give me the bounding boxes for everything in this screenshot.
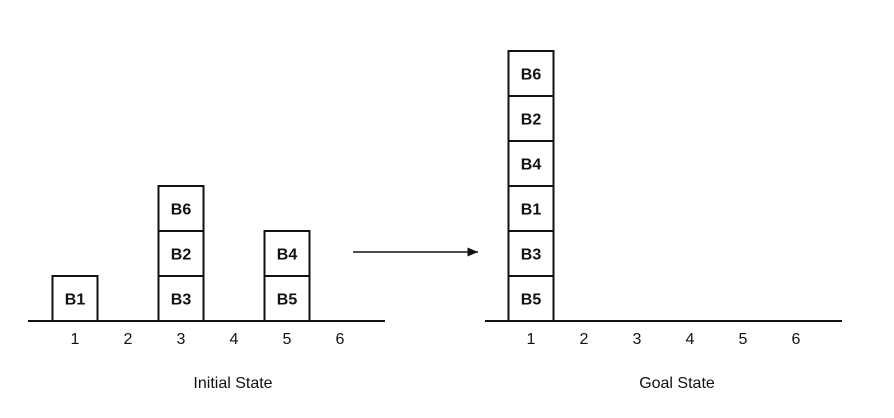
goal-slot-labels: 1 2 3 4 5 6 — [527, 331, 801, 348]
initial-block-box — [263, 275, 311, 322]
initial-state-panel: B1 B3 B2 B6 B5 B4 1 2 3 4 5 6 Initial State — [28, 185, 385, 392]
goal-block-label: B6 — [521, 67, 542, 84]
goal-block-label: B4 — [521, 157, 542, 174]
goal-block-b5: B5 — [507, 275, 555, 322]
initial-block-box — [51, 275, 99, 322]
goal-block-label: B1 — [521, 202, 542, 219]
goal-block-stacks: B5 B3 B1 B4 B2 B6 — [507, 50, 555, 322]
goal-slot-label-4: 4 — [686, 331, 695, 348]
goal-slot-label-5: 5 — [739, 331, 748, 348]
initial-slot-labels: 1 2 3 4 5 6 — [71, 331, 345, 348]
goal-block-label: B3 — [521, 247, 542, 264]
initial-block-stacks: B1 B3 B2 B6 B5 B4 — [51, 185, 311, 322]
initial-block-b2: B2 — [157, 230, 205, 277]
initial-block-label: B5 — [277, 292, 298, 309]
initial-block-b1: B1 — [51, 275, 99, 322]
goal-slot-label-2: 2 — [580, 331, 589, 348]
goal-slot-label-6: 6 — [792, 331, 801, 348]
initial-slot-label-5: 5 — [283, 331, 292, 348]
initial-block-b4: B4 — [263, 230, 311, 277]
initial-block-label: B2 — [171, 247, 192, 264]
goal-block-box — [507, 185, 555, 232]
initial-block-b5: B5 — [263, 275, 311, 322]
goal-state-caption: Goal State — [639, 375, 715, 392]
goal-block-label: B5 — [521, 292, 542, 309]
initial-slot-label-6: 6 — [336, 331, 345, 348]
goal-slot-label-1: 1 — [527, 331, 536, 348]
goal-block-box — [507, 275, 555, 322]
initial-block-box — [263, 230, 311, 277]
initial-block-box — [157, 275, 205, 322]
initial-block-label: B1 — [65, 292, 86, 309]
initial-block-label: B3 — [171, 292, 192, 309]
goal-block-b6: B6 — [507, 50, 555, 97]
initial-block-b3: B3 — [157, 275, 205, 322]
initial-block-box — [157, 185, 205, 232]
goal-block-box — [507, 95, 555, 142]
goal-block-label: B2 — [521, 112, 542, 129]
initial-block-label: B6 — [171, 202, 192, 219]
goal-block-b2: B2 — [507, 95, 555, 142]
initial-block-b6: B6 — [157, 185, 205, 232]
goal-state-panel: B5 B3 B1 B4 B2 B6 1 2 3 4 5 6 Goal State — [485, 50, 842, 392]
initial-state-caption: Initial State — [193, 375, 272, 392]
goal-block-b4: B4 — [507, 140, 555, 187]
initial-slot-label-4: 4 — [230, 331, 239, 348]
initial-slot-label-3: 3 — [177, 331, 186, 348]
goal-block-box — [507, 50, 555, 97]
initial-slot-label-1: 1 — [71, 331, 80, 348]
goal-block-b3: B3 — [507, 230, 555, 277]
initial-slot-label-2: 2 — [124, 331, 133, 348]
goal-block-b1: B1 — [507, 185, 555, 232]
goal-slot-label-3: 3 — [633, 331, 642, 348]
initial-block-label: B4 — [277, 247, 298, 264]
